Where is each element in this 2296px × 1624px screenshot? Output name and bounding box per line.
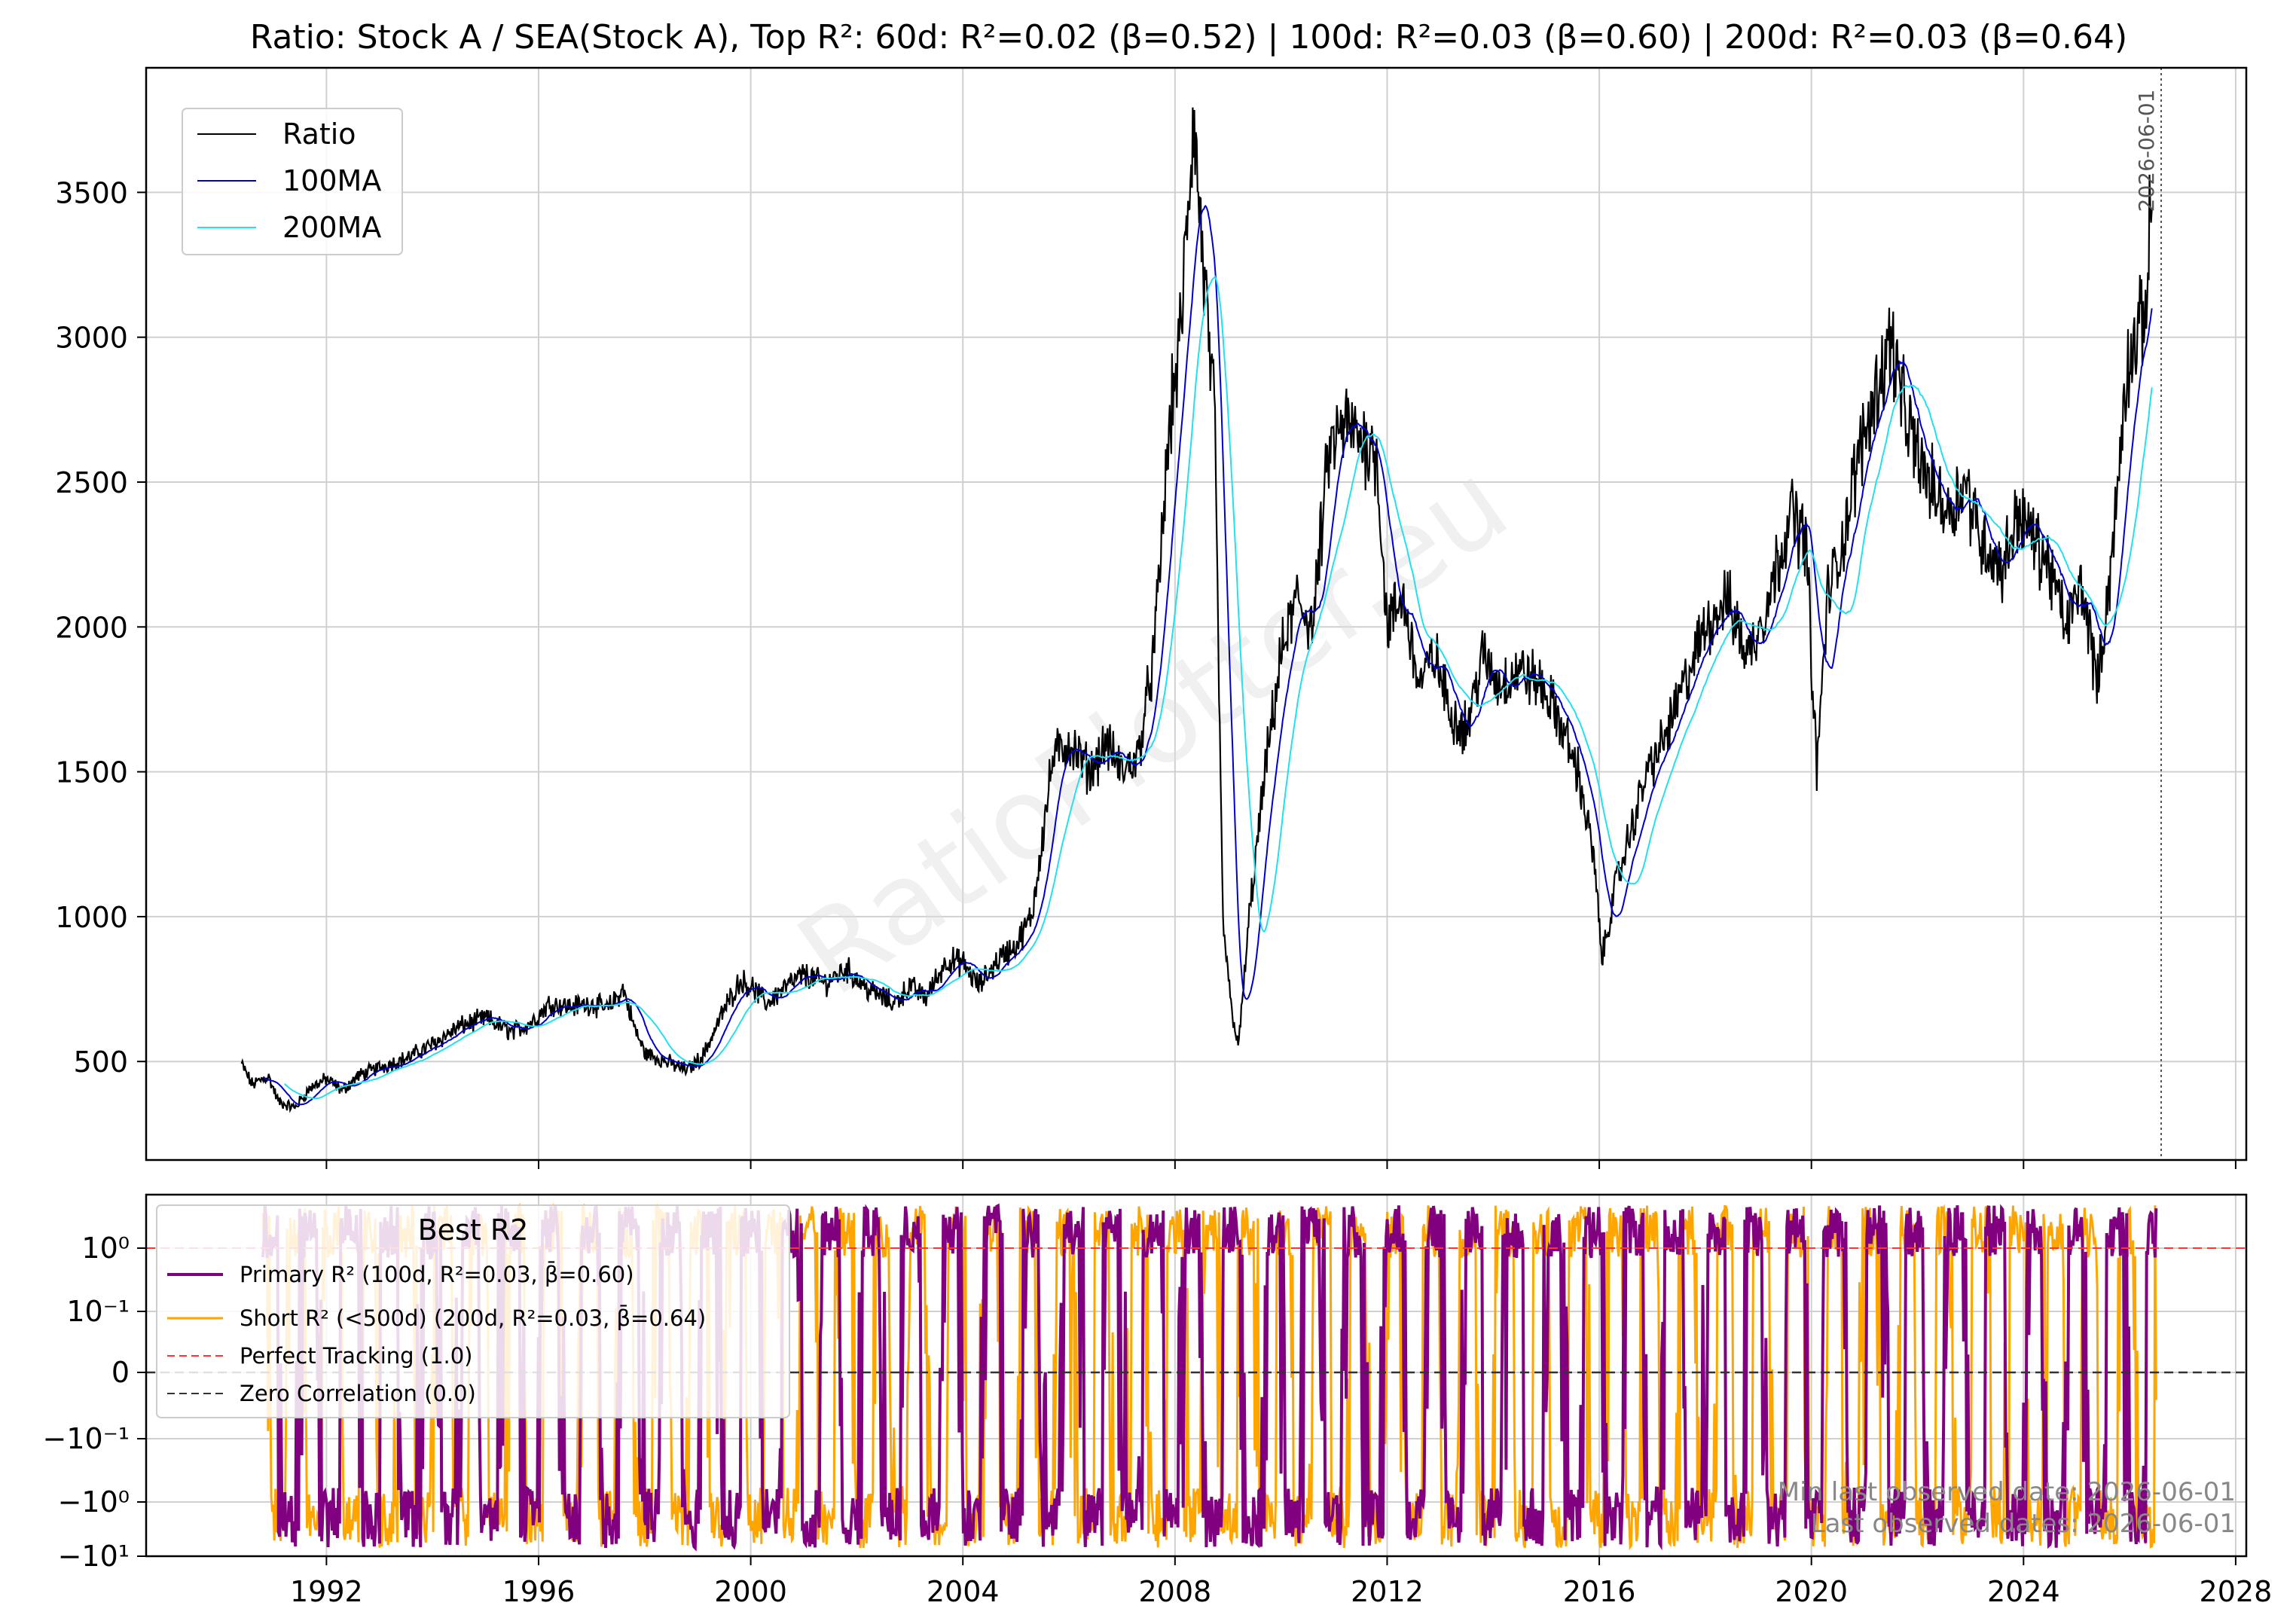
legend-label-200ma: 200MA <box>282 211 381 244</box>
ratio-ytick-label: 3500 <box>55 176 128 209</box>
ratio-ytick-label: 1500 <box>55 756 128 789</box>
ratio-axes: 500 1000 1500 2000 2500 3000 3500 <box>55 176 2236 1169</box>
r2-xtick-label: 2008 <box>1138 1575 1211 1608</box>
r2-legend-title: Best R2 <box>418 1213 529 1247</box>
r2-ytick-label: −10¹ <box>58 1540 130 1573</box>
r2-xtick-label: 2024 <box>1987 1575 2060 1608</box>
ratio-plot-frame <box>145 66 2248 1162</box>
r2-xtick-label: 2004 <box>927 1575 1000 1608</box>
r2-xtick-label: 1996 <box>502 1575 576 1608</box>
r2-ytick-label: 10⁻¹ <box>66 1295 130 1328</box>
footer-min-last-date: Min last observed date: 2026-06-01 <box>1778 1477 2236 1507</box>
legend-label-100ma: 100MA <box>282 164 381 197</box>
legend-label-ratio: Ratio <box>282 118 356 151</box>
ma100-line <box>262 204 2153 1106</box>
r2-panel: 10⁰ 10⁻¹ 0 −10⁻¹ −10⁰ −10¹ 1992 1996 2000 2004 200… <box>43 1193 2273 1608</box>
r2-ytick-label: −10⁻¹ <box>43 1422 130 1455</box>
ratio-ytick-label: 3000 <box>55 322 128 355</box>
chart-title: Ratio: Stock A / SEA(Stock A), Top R²: 6… <box>250 18 2127 56</box>
ratio-ytick-label: 2000 <box>55 611 128 644</box>
ma200-line <box>284 275 2153 1100</box>
r2-legend-box <box>156 1204 790 1418</box>
r2-xtick-label: 2020 <box>1775 1575 1848 1608</box>
ratio-series <box>240 107 2153 1113</box>
r2-axes: 10⁰ 10⁻¹ 0 −10⁻¹ −10⁰ −10¹ 1992 1996 2000 2004 200… <box>43 1232 2273 1608</box>
ratio-legend: Ratio 100MA 200MA <box>182 108 403 255</box>
r2-xtick-label: 2012 <box>1351 1575 1424 1608</box>
legend-label-zero: Zero Correlation (0.0) <box>240 1381 476 1406</box>
r2-xtick-label: 2016 <box>1563 1575 1636 1608</box>
footer-last-dates: Last observed dates: 2026-06-01 <box>1811 1509 2236 1539</box>
r2-plot-frame <box>145 1193 2248 1558</box>
ratio-ytick-label: 500 <box>73 1046 128 1079</box>
legend-label-perfect: Perfect Tracking (1.0) <box>240 1343 473 1369</box>
legend-label-primary: Primary R² (100d, R²=0.03, β̄=0.60) <box>240 1262 634 1287</box>
r2-legend: Best R2 Primary R² (100d, R²=0.03, β̄=0.… <box>156 1204 790 1418</box>
ratio-ytick-label: 1000 <box>55 901 128 934</box>
last-date-label: 2026-06-01 <box>2134 90 2159 212</box>
ratio-legend-box <box>182 108 403 255</box>
r2-xtick-label: 1992 <box>290 1575 363 1608</box>
legend-label-short: Short R² (<500d) (200d, R²=0.03, β̄=0.64… <box>240 1305 706 1331</box>
r2-xtick-label: 2028 <box>2200 1575 2273 1608</box>
r2-ytick-label: 10⁰ <box>81 1232 130 1265</box>
ratio-ytick-label: 2500 <box>55 466 128 499</box>
r2-xtick-label: 2000 <box>714 1575 787 1608</box>
ratio-line <box>240 107 2153 1113</box>
primary-r2-line <box>261 1203 2158 1552</box>
r2-ytick-label: 0 <box>111 1356 130 1389</box>
r2-ytick-label: −10⁰ <box>58 1485 130 1519</box>
